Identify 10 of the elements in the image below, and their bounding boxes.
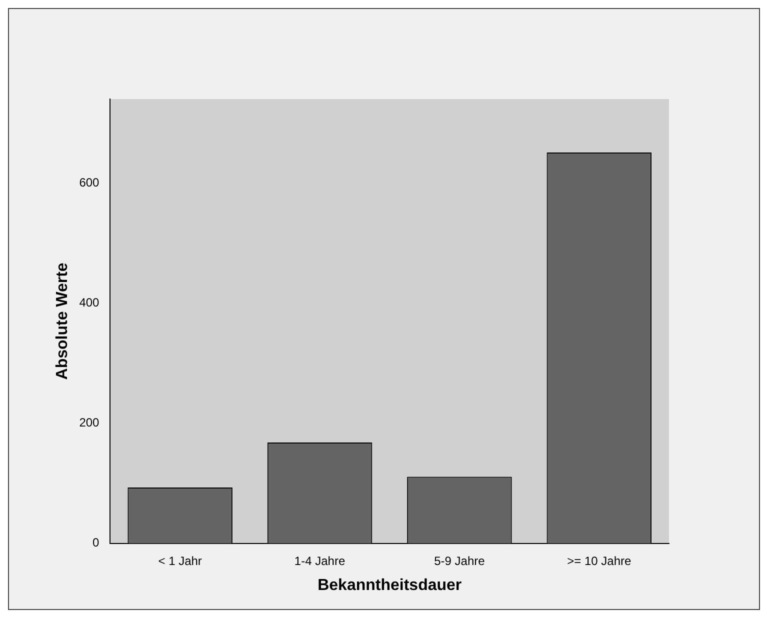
y-tick-label: 200 bbox=[79, 416, 100, 430]
x-axis-title: Bekanntheitsdauer bbox=[318, 576, 462, 594]
x-tick-label: 5-9 Jahre bbox=[434, 554, 486, 568]
x-tick-label: >= 10 Jahre bbox=[567, 554, 632, 568]
x-tick-label: 1-4 Jahre bbox=[294, 554, 346, 568]
x-tick-label: < 1 Jahr bbox=[158, 554, 202, 568]
y-axis-title: Absolute Werte bbox=[54, 262, 72, 380]
y-tick-label: 0 bbox=[92, 536, 100, 550]
y-tick-label: 400 bbox=[79, 295, 100, 310]
y-tick-label: 600 bbox=[79, 175, 100, 190]
